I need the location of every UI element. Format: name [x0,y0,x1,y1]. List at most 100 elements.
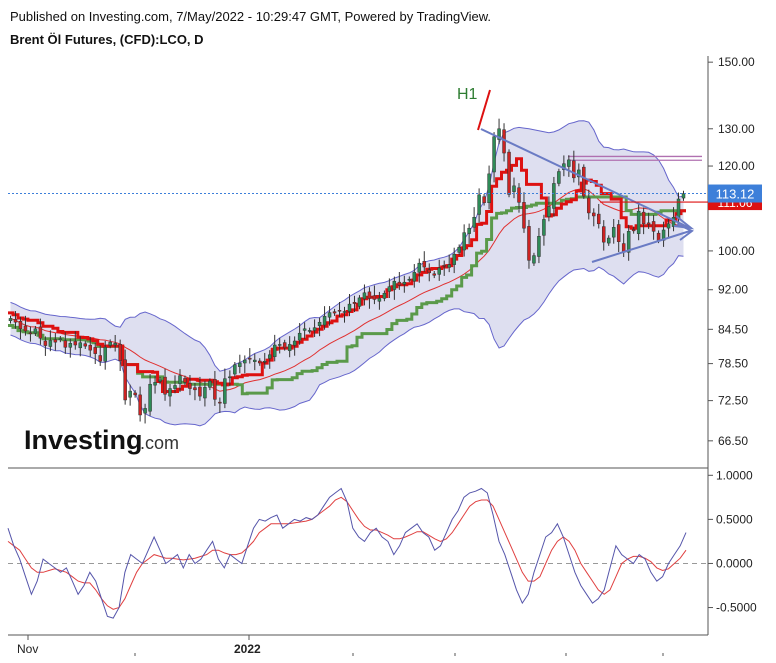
candle [587,189,591,220]
candle [78,336,83,357]
candle [63,332,68,354]
candle [143,403,147,424]
price-axis-label: 72.50 [718,394,748,408]
candle-body [392,280,397,290]
candle-body [208,380,212,388]
candle [382,290,387,302]
candle-body [58,338,63,341]
candle [148,374,152,416]
time-label-2022: 2022 [234,642,261,656]
candle-body [382,293,387,299]
candle [412,264,417,288]
candle-body [597,213,601,225]
logo-suffix: .com [140,433,179,453]
candle-body [611,227,616,238]
candle-body [188,383,192,389]
candle [88,336,93,357]
candle [337,301,342,317]
candle [218,397,222,413]
candle-body [158,379,162,382]
bollinger-upper [10,120,684,372]
candle [123,349,127,405]
candle [272,334,277,362]
candle [447,254,451,273]
candle-body [462,232,466,251]
candle [213,370,217,406]
candle-body [198,386,202,397]
candle-body [616,224,621,242]
candle [362,284,367,306]
candle-body [522,202,526,229]
candle [262,352,267,369]
candle [23,315,28,336]
candle [168,383,172,407]
candle-body [656,232,661,241]
bollinger-fill [10,120,684,426]
oscillator-axis-label: 0.5000 [716,512,753,526]
candle-body [18,321,23,330]
candle [193,383,197,401]
candle [507,149,511,198]
candle-body [472,216,476,228]
candle-body [427,269,432,274]
candle-body [367,291,372,299]
candle-body [626,231,631,253]
candle [646,212,651,229]
candle [432,270,436,279]
candle-body [432,273,436,276]
candle-body [48,340,53,347]
candle [477,188,481,223]
candle [282,339,287,351]
horizontal-lines [568,155,702,161]
candle [392,276,397,300]
published-line: Published on Investing.com, 7/May/2022 -… [10,9,492,24]
candle [442,260,446,276]
candle-body [332,311,337,314]
candle [292,336,297,356]
candle-body [223,378,227,404]
candle-body [577,169,581,178]
candle [153,375,157,394]
candle-body [63,340,68,348]
candle-body [372,295,377,300]
candle [522,192,526,233]
candle [228,370,232,387]
candle [53,333,58,351]
trend-line-upper [480,128,691,229]
candle-body [262,360,267,363]
candle-body [28,332,33,335]
candle-body [447,264,451,268]
candle-body [681,193,686,199]
candle-body [482,196,486,204]
candle-body [93,347,97,354]
candle [188,374,192,396]
candle [641,207,646,235]
candle [347,293,352,317]
candle [98,345,102,366]
candle-body [357,297,362,307]
candle [636,202,641,241]
candle [163,368,167,401]
candle [307,327,312,334]
candle-body [113,343,117,346]
price-axis-label: 92.00 [718,283,748,297]
candle-body [43,340,48,346]
candle [557,168,561,187]
candle [597,203,601,229]
candle-body [347,303,352,312]
candle [312,319,317,337]
candle [377,291,382,310]
time-axis: Nov 2022 [17,635,664,656]
candle [372,285,377,305]
triangle-pattern [477,89,695,263]
candle-body [437,267,441,275]
price-axis-label: 120.00 [718,159,755,173]
candle [277,337,282,354]
candle [138,386,142,422]
candle [527,219,531,269]
h1-marker-line [477,89,491,131]
candle [133,390,137,398]
